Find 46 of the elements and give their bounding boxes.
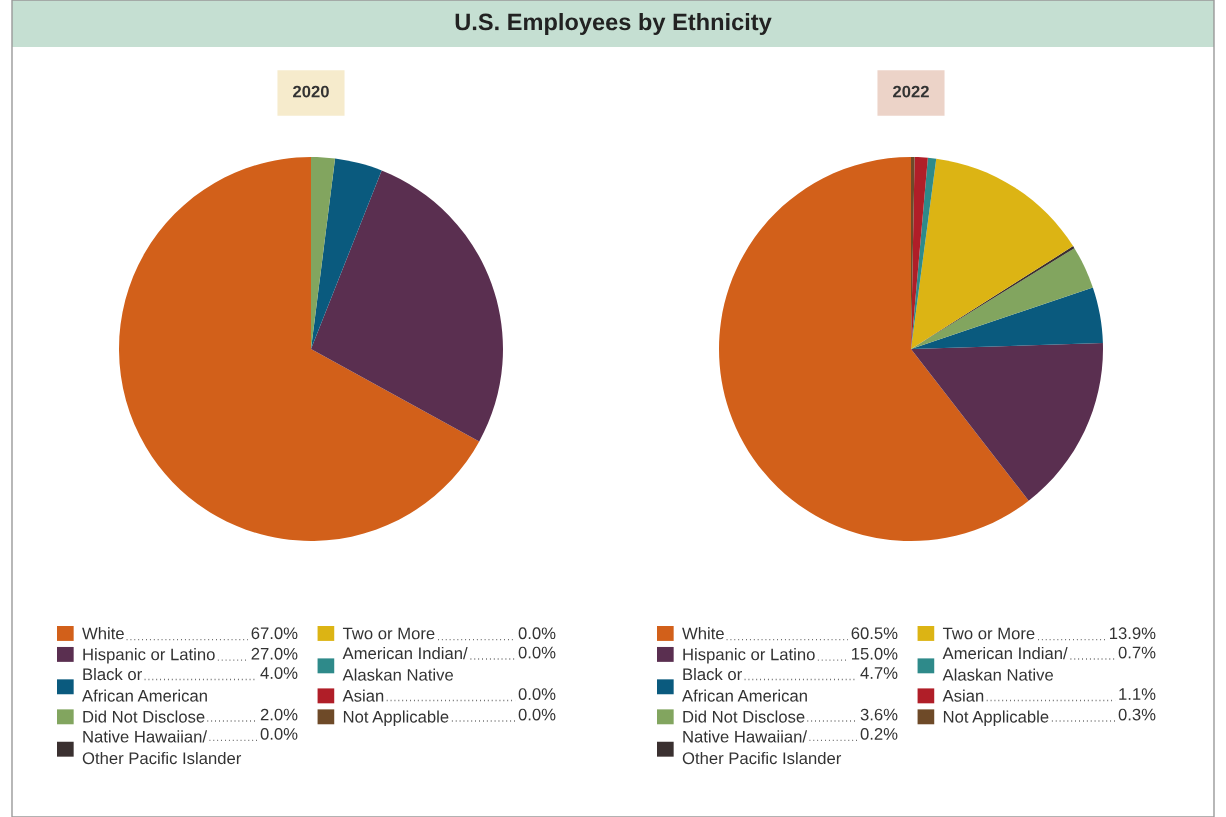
- legend-label: Black or African American: [82, 667, 207, 702]
- legend-label: Native Hawaiian/ Other Pacific Islander: [82, 730, 242, 765]
- text: 0.0%: [260, 728, 298, 740]
- legend-label: White: [682, 627, 724, 640]
- legend-label: White: [82, 627, 124, 640]
- data-label: 2.0%: [260, 708, 298, 721]
- data-label: 4.7%: [860, 667, 898, 679]
- text: U.S. Employees by Ethnicity: [455, 13, 772, 35]
- pie-slice: [119, 157, 480, 541]
- data-label: 67.0%: [251, 627, 298, 640]
- data-label: 27.0%: [251, 647, 298, 660]
- pie-slice: [911, 342, 1103, 501]
- text: 0.0%: [518, 708, 556, 721]
- legend-label: Hispanic or Latino: [83, 648, 215, 664]
- data-label: 0.2%: [860, 728, 898, 740]
- pie-slice: [311, 158, 382, 349]
- text: 0.0%: [518, 627, 556, 640]
- text: 0.0%: [518, 688, 556, 700]
- data-label: 15.0%: [852, 647, 898, 660]
- data-label: 60.5%: [851, 627, 898, 640]
- legend-label: Hispanic or Latino: [683, 648, 815, 664]
- pie-slice: [911, 287, 1103, 349]
- chart-subtitle: 2020: [293, 85, 329, 98]
- pie-slice: [719, 157, 1029, 541]
- legend-label: Not Applicable: [343, 710, 449, 726]
- legend-label: Asian: [342, 689, 384, 702]
- legend-label: American Indian/ Alaskan Native: [942, 646, 1068, 681]
- legend-label: American Indian/ Alaskan Native: [342, 646, 468, 681]
- legend-label: Two or More: [942, 627, 1035, 640]
- legend-label: Did Not Disclose: [683, 710, 805, 723]
- legend-label: Not Applicable: [943, 710, 1049, 726]
- legend-label: Did Not Disclose: [83, 710, 205, 723]
- pie-slice: [311, 170, 503, 442]
- legend-label: Two or More: [342, 627, 435, 640]
- pie-slice: [911, 158, 1074, 349]
- legend-label: Asian: [942, 689, 984, 702]
- legend-label: Black or African American: [682, 667, 807, 702]
- data-label: 0.3%: [1118, 708, 1156, 721]
- data-label: 0.7%: [1118, 646, 1156, 659]
- data-label: 1.1%: [1119, 688, 1156, 700]
- data-label: 4.0%: [260, 667, 298, 679]
- legend-label: Native Hawaiian/ Other Pacific Islander: [682, 730, 842, 765]
- data-label: 13.9%: [1110, 627, 1156, 640]
- text: 0.0%: [518, 646, 556, 659]
- chart-subtitle: 2022: [893, 85, 929, 98]
- data-label: 3.6%: [860, 708, 898, 721]
